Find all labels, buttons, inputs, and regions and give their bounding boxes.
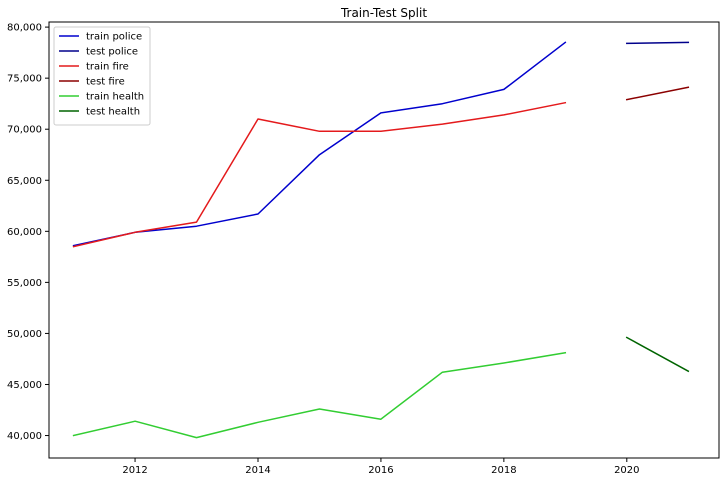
series-line-test-health bbox=[625, 336, 690, 373]
y-tick-label: 40,000 bbox=[7, 431, 42, 442]
y-axis: 40,000 45,000 50,000 55,000 60,000 65,000 70,0… bbox=[7, 23, 49, 442]
y-tick-label: 80,000 bbox=[7, 23, 42, 34]
series-line-test-fire bbox=[625, 86, 690, 101]
series-line-train-fire bbox=[72, 101, 567, 248]
plot-area-frame bbox=[48, 21, 720, 459]
legend-label: train health bbox=[86, 92, 144, 103]
legend: train police test police train fire test fi… bbox=[53, 26, 151, 126]
legend-label: test fire bbox=[86, 77, 125, 88]
y-tick-label: 50,000 bbox=[7, 329, 42, 340]
x-tick-label: 2020 bbox=[614, 465, 639, 476]
legend-label: test police bbox=[86, 47, 138, 58]
y-tick-label: 75,000 bbox=[7, 74, 42, 85]
x-tick-label: 2014 bbox=[245, 465, 270, 476]
legend-label: train fire bbox=[86, 62, 129, 73]
series-line-train-police bbox=[72, 41, 567, 247]
series-line-test-police bbox=[626, 41, 690, 45]
chart-title: Train-Test Split bbox=[340, 6, 427, 20]
series-layer bbox=[72, 41, 690, 439]
y-tick-label: 70,000 bbox=[7, 125, 42, 136]
y-tick-label: 45,000 bbox=[7, 380, 42, 391]
y-tick-label: 60,000 bbox=[7, 227, 42, 238]
x-tick-label: 2016 bbox=[368, 465, 393, 476]
series-line-train-health bbox=[72, 351, 567, 439]
y-tick-label: 65,000 bbox=[7, 176, 42, 187]
legend-label: test health bbox=[86, 107, 140, 118]
x-axis: 2012 2014 2016 2018 2020 bbox=[122, 458, 640, 476]
x-tick-label: 2012 bbox=[122, 465, 147, 476]
y-tick-label: 55,000 bbox=[7, 278, 42, 289]
x-tick-label: 2018 bbox=[491, 465, 516, 476]
legend-label: train police bbox=[86, 32, 142, 43]
